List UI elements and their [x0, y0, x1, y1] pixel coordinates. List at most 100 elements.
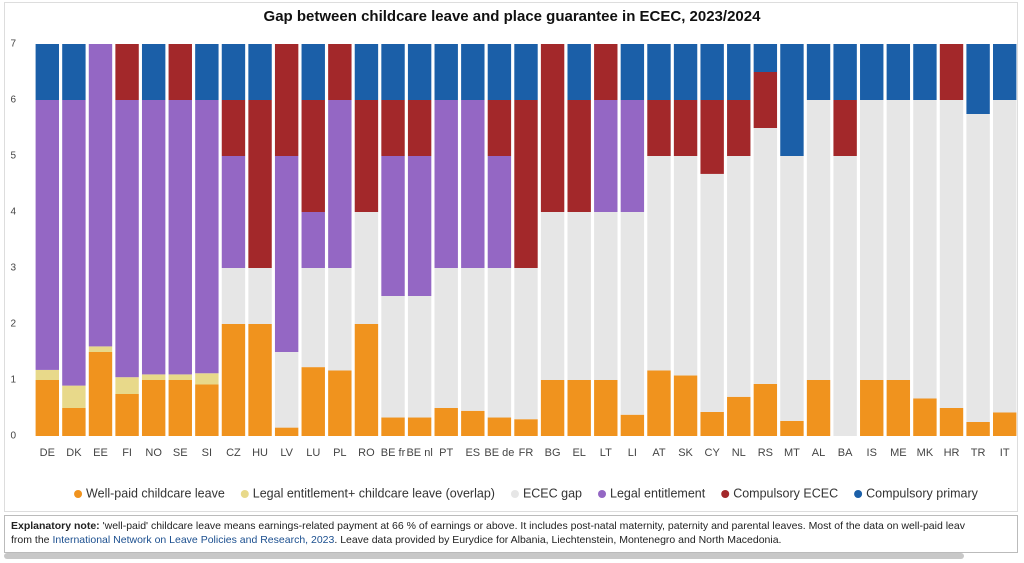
bar-segment	[700, 44, 724, 100]
x-tick-label: HR	[944, 447, 960, 459]
bar-segment	[806, 100, 831, 380]
bar-segment	[221, 100, 246, 156]
bar-segment	[62, 100, 86, 386]
x-tick-label: BE de	[484, 447, 514, 459]
bar-segment	[673, 100, 698, 156]
bar-segment	[487, 100, 512, 156]
bar-segment	[62, 385, 86, 408]
bar-segment	[248, 268, 272, 324]
bar-segment	[248, 324, 272, 436]
y-tick-label: 7	[10, 39, 16, 50]
note-line: from the International Network on Leave …	[11, 533, 1011, 547]
bar-segment	[141, 44, 166, 100]
bar-segment	[647, 370, 671, 436]
bar-segment	[88, 352, 113, 436]
bar-segment	[301, 212, 325, 268]
bar-segment	[381, 296, 405, 418]
bar-segment	[407, 156, 432, 296]
bar-segment	[594, 212, 618, 380]
bar-segment	[886, 380, 911, 436]
x-tick-label: ME	[890, 447, 907, 459]
bar-segment	[434, 44, 458, 100]
bar-segment	[248, 100, 272, 268]
bar-segment	[753, 128, 778, 384]
bar-segment	[966, 44, 990, 114]
bar-segment	[195, 373, 219, 385]
bar-segment	[115, 100, 139, 378]
bar-segment	[753, 383, 778, 436]
x-tick-label: DE	[40, 447, 55, 459]
x-tick-label: BG	[545, 447, 561, 459]
bar-segment	[966, 422, 990, 436]
chart-card	[4, 2, 1018, 512]
x-tick-label: DK	[66, 447, 82, 459]
x-tick-label: RO	[358, 447, 375, 459]
bar-segment	[301, 367, 325, 436]
x-tick-label: RS	[758, 447, 773, 459]
bar-segment	[88, 346, 113, 352]
legend-label: Legal entitlement+ childcare leave (over…	[253, 486, 495, 500]
bar-segment	[780, 44, 804, 156]
bar-segment	[567, 212, 591, 380]
y-tick-label: 6	[10, 95, 16, 106]
bar-segment	[274, 427, 299, 436]
bar-segment	[487, 156, 512, 268]
bar-segment	[407, 296, 432, 418]
y-tick-label: 4	[10, 207, 16, 218]
bar-segment	[88, 44, 113, 347]
bar-segment	[354, 100, 379, 212]
bar-segment	[461, 268, 485, 411]
x-tick-label: IS	[867, 447, 877, 459]
x-tick-label: BE fr	[381, 447, 406, 459]
bar-segment	[966, 114, 990, 422]
bar-segment	[221, 268, 246, 324]
legend-marker	[854, 490, 863, 498]
x-tick-label: LT	[600, 447, 612, 459]
bar-segment	[115, 44, 139, 100]
bar-segment	[700, 411, 724, 436]
bar-segment	[727, 44, 751, 100]
bar-segment	[328, 370, 352, 436]
bar-segment	[461, 44, 485, 100]
bar-segment	[168, 374, 192, 380]
legend-label: Compulsory primary	[866, 486, 979, 500]
bar-segment	[434, 408, 458, 436]
bar-segment	[647, 44, 671, 100]
bar-segment	[753, 72, 778, 128]
x-tick-label: NL	[732, 447, 746, 459]
bar-segment	[993, 44, 1017, 100]
bar-segment	[381, 100, 405, 156]
bar-segment	[913, 398, 937, 436]
bar-segment	[567, 380, 591, 436]
x-tick-label: SI	[202, 447, 212, 459]
x-tick-label: LI	[628, 447, 637, 459]
chart: Gap between childcare leave and place gu…	[10, 8, 1017, 500]
bar-segment	[753, 44, 778, 72]
bar-segment	[700, 100, 724, 174]
bar-segment	[886, 100, 911, 380]
bar-segment	[195, 384, 219, 436]
bar-segment	[594, 380, 618, 436]
bar-segment	[780, 420, 804, 436]
y-tick-label: 3	[10, 263, 16, 274]
bar-segment	[168, 100, 192, 375]
x-tick-label: CY	[705, 447, 721, 459]
x-tick-label: FR	[519, 447, 534, 459]
bar-segment	[221, 324, 246, 436]
bar-segment	[381, 44, 405, 100]
x-tick-label: SK	[678, 447, 693, 459]
x-tick-label: AT	[652, 447, 666, 459]
scrollbar[interactable]	[4, 553, 964, 559]
bar-segment	[833, 44, 857, 100]
bar-segment	[620, 100, 645, 212]
legend-label: Legal entitlement	[610, 486, 706, 500]
bar-segment	[514, 44, 538, 100]
x-tick-label: EE	[93, 447, 108, 459]
legend-label: Compulsory ECEC	[733, 486, 838, 500]
x-tick-label: AL	[812, 447, 825, 459]
note-link[interactable]: International Network on Leave Policies …	[52, 534, 335, 546]
bar-segment	[567, 100, 591, 212]
x-tick-label: PT	[439, 447, 453, 459]
bar-segment	[407, 417, 432, 436]
x-tick-label: TR	[971, 447, 986, 459]
